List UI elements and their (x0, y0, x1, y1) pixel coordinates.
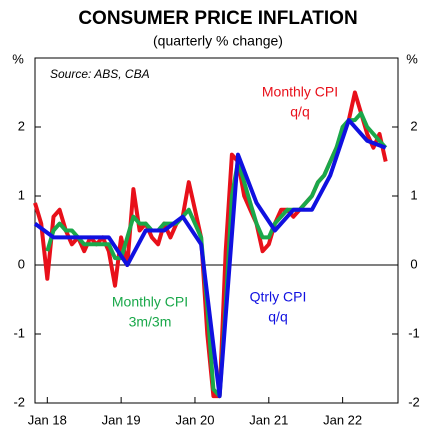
series-label: Monthly CPI (112, 294, 188, 310)
y-tick-label: -2 (13, 394, 25, 409)
series-line (45, 111, 388, 399)
series-label: q/q (268, 309, 287, 325)
y-tick-label: 2 (18, 118, 25, 133)
y2-axis-label: % (406, 51, 418, 66)
series-label: 3m/3m (129, 314, 172, 330)
series-label: q/q (290, 104, 309, 120)
x-tick-label: Jan 22 (323, 412, 362, 427)
y-tick-label: -1 (13, 325, 25, 340)
x-tick-label: Jan 18 (28, 412, 67, 427)
y2-tick-label: -1 (408, 325, 420, 340)
y2-tick-label: 1 (410, 187, 417, 202)
source-note: Source: ABS, CBA (50, 67, 150, 81)
series-label: Qtrly CPI (250, 289, 307, 305)
y-tick-label: 1 (18, 187, 25, 202)
y2-tick-label: 2 (410, 118, 417, 133)
y2-tick-label: -2 (408, 394, 420, 409)
x-tick-label: Jan 21 (249, 412, 288, 427)
series-label: Monthly CPI (262, 84, 338, 100)
x-tick-label: Jan 20 (175, 412, 214, 427)
y-tick-label: 0 (18, 256, 25, 271)
y-axis-label: % (12, 51, 24, 66)
plot-frame (34, 57, 399, 404)
chart-subtitle: (quarterly % change) (153, 33, 283, 49)
x-tick-label: Jan 19 (102, 412, 141, 427)
series-line (33, 118, 387, 399)
y2-tick-label: 0 (410, 256, 417, 271)
chart-title: CONSUMER PRICE INFLATION (78, 8, 357, 29)
